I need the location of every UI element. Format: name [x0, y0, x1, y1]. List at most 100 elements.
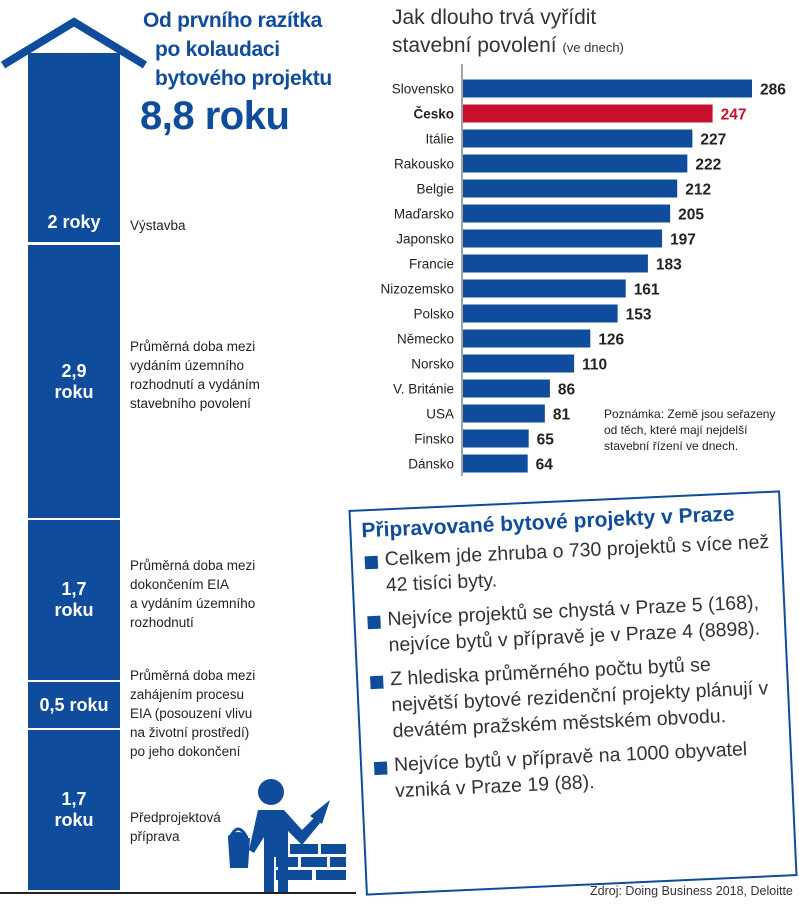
bar	[463, 129, 693, 148]
bullet-item: Z hlediska průměrného počtu bytů se nejv…	[370, 649, 779, 745]
segment-value: 1,7 roku	[54, 789, 94, 830]
chart-unit: (ve dnech)	[562, 40, 624, 55]
label-line: Průměrná doba mezi	[130, 668, 256, 683]
bullet-item: Nejvíce projektů se chystá v Praze 5 (16…	[367, 589, 775, 659]
segment-value: 0,5 roku	[39, 694, 109, 715]
bullet-square-icon	[370, 675, 384, 690]
bar	[463, 379, 550, 398]
source-credit: Zdroj: Doing Business 2018, Deloitte	[590, 884, 793, 898]
category-label: Česko	[413, 107, 454, 122]
note-line: od těch, které mají nejdelší	[604, 423, 748, 437]
title-line: po kolaudaci	[155, 38, 280, 61]
bullet-text: Z hlediska průměrného počtu bytů se nejv…	[389, 653, 769, 743]
bar	[463, 454, 528, 473]
bar-chart: Slovensko 286 Česko 247 Itálie 227 Rakousko 222…	[380, 64, 786, 476]
segment-label: Průměrná doba mezi vydáním územního rozh…	[130, 337, 260, 413]
label-line: vydáním územního	[130, 358, 245, 373]
bullet-text: Nejvíce bytů v přípravě na 1000 obyvatel…	[393, 738, 748, 803]
label-line: Průměrná doba mezi	[130, 558, 256, 573]
segment-label: Průměrná doba mezi zahájením procesu EIA…	[130, 666, 255, 761]
prague-projects-box: Připravované bytové projekty v Praze Cel…	[348, 490, 798, 896]
bullet-square-icon	[367, 615, 381, 630]
bar	[463, 329, 591, 348]
segment-value: 2 roky	[47, 212, 101, 232]
bullet-item: Nejvíce bytů v přípravě na 1000 obyvatel…	[373, 735, 782, 805]
value-label: 110	[582, 357, 607, 374]
category-label: Itálie	[425, 132, 454, 147]
construction-worker-icon	[228, 779, 346, 892]
category-label: Slovensko	[392, 82, 454, 97]
value-label: 197	[670, 232, 696, 249]
category-label: Dánsko	[408, 457, 454, 472]
value-label: 65	[537, 432, 555, 449]
value-label: 212	[685, 182, 711, 199]
bar	[463, 204, 671, 223]
category-label: Japonsko	[396, 232, 454, 247]
bar	[463, 354, 575, 373]
house-roof-icon	[0, 17, 148, 69]
note-line: Poznámka: Země jsou seřazeny	[604, 407, 776, 421]
bar	[463, 254, 648, 273]
category-label: Nizozemsko	[380, 282, 454, 297]
bullet-square-icon	[364, 555, 379, 570]
total-duration: 8,8 roku	[140, 94, 290, 138]
value-label: 286	[760, 82, 786, 99]
bar	[463, 179, 678, 198]
segment-construction: 2 roky	[28, 53, 120, 242]
label-line: rozhodnutí	[130, 615, 194, 630]
category-label: Finsko	[414, 432, 454, 447]
category-label: Rakousko	[394, 157, 454, 172]
value-label: 247	[721, 107, 747, 124]
note-line: stavební řízení ve dnech.	[604, 439, 739, 453]
label-line: Předprojektová	[130, 810, 221, 825]
label-line: zahájením procesu	[130, 687, 245, 702]
label-line: Průměrná doba mezi	[130, 339, 256, 354]
category-label: USA	[426, 407, 454, 422]
segment-eia: 0,5 roku	[28, 682, 120, 728]
baseline-divider	[0, 892, 356, 894]
value-label: 126	[598, 332, 624, 349]
value-label: 161	[634, 282, 660, 299]
title-line: Od prvního razítka	[143, 9, 322, 32]
bar	[463, 154, 688, 173]
bullet-square-icon	[373, 761, 388, 776]
value-label: 153	[626, 307, 652, 324]
value-label: 81	[553, 407, 571, 424]
segment-label: Průměrná doba mezi dokončením EIA a vydá…	[130, 556, 255, 632]
chart-note: Poznámka: Země jsou seřazeny od těch, kt…	[604, 406, 775, 454]
category-label: Belgie	[416, 182, 454, 197]
bar	[463, 304, 618, 323]
label-line: a vydáním územního	[130, 596, 256, 611]
label-line: rozhodnutí a vydáním	[130, 377, 260, 392]
label-line: stavebního povolení	[130, 396, 251, 411]
chart-title-line: Jak dlouho trvá vyřídit	[392, 6, 597, 29]
segment-preproject: 1,7 roku	[28, 730, 120, 890]
bar	[463, 104, 713, 123]
segment-building-permit: 2,9 roku	[28, 245, 120, 518]
category-label: Polsko	[413, 307, 454, 322]
segment-value: 1,7 roku	[54, 579, 94, 620]
label-line: dokončením EIA	[130, 577, 230, 592]
infographic-title: Od prvního razítka po kolaudaci bytového…	[143, 6, 332, 93]
category-label: Norsko	[411, 357, 454, 372]
label-line: po jeho dokončení	[130, 744, 241, 759]
bullet-text: Nejvíce projektů se chystá v Praze 5 (16…	[386, 591, 761, 657]
value-label: 86	[558, 382, 576, 399]
value-label: 205	[678, 207, 704, 224]
bar	[463, 404, 545, 423]
label-line: příprava	[130, 829, 180, 844]
category-label: V. Británie	[393, 382, 454, 397]
chart-title: Jak dlouho trvá vyřídit stavební povolen…	[392, 4, 624, 62]
label-line: EIA (posouzení vlivu	[130, 706, 253, 721]
category-label: Francie	[409, 257, 454, 272]
segment-zoning: 1,7 roku	[28, 520, 120, 680]
label-line: na životní prostředí)	[130, 725, 250, 740]
value-label: 64	[536, 457, 554, 474]
chart-title-line: stavební povolení	[392, 34, 557, 57]
bar	[463, 429, 529, 448]
segment-label: Předprojektová příprava	[130, 808, 221, 846]
bar	[463, 229, 663, 248]
bar	[463, 279, 626, 298]
bar	[463, 79, 752, 98]
title-line: bytového projektu	[155, 67, 332, 90]
